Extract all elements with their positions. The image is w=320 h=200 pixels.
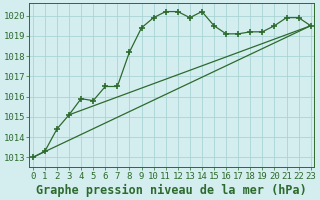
- X-axis label: Graphe pression niveau de la mer (hPa): Graphe pression niveau de la mer (hPa): [36, 183, 307, 197]
